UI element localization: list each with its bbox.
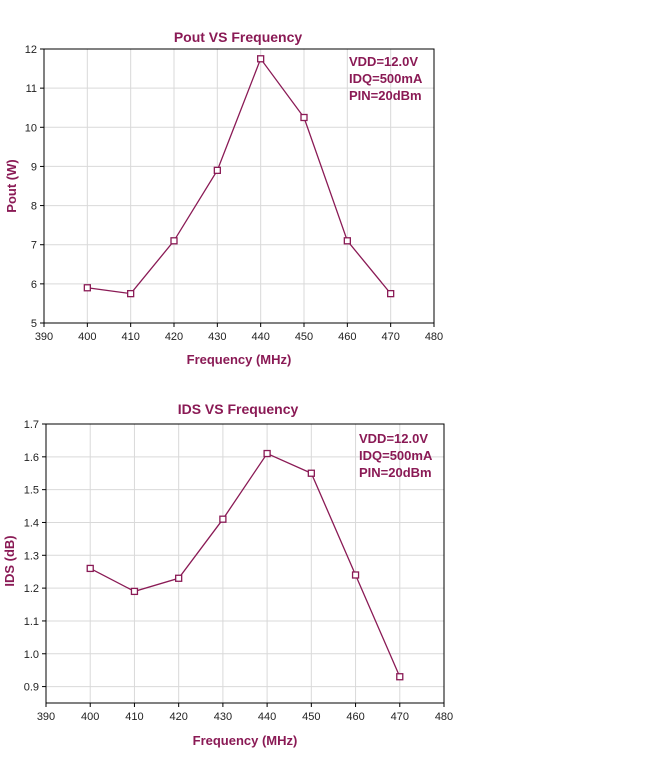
x-tick-label: 450 [295,331,313,343]
y-tick-label: 1.0 [24,649,39,661]
x-axis-label: Frequency (MHz) [187,352,292,367]
axis-ticks: 390 400 410 420 430 440 450 460 470 480 0.9 1.0 1.1 1… [24,419,453,723]
data-point [130,587,139,596]
x-axis-label: Frequency (MHz) [193,733,298,748]
annotation-vdd: VDD=12.0V [349,54,418,69]
x-tick-label: 400 [78,331,96,343]
series [83,55,395,298]
y-tick-label: 11 [26,83,37,95]
x-tick-label: 480 [435,711,453,723]
y-tick-label: 1.7 [24,419,39,431]
data-point [175,574,183,582]
x-tick-label: 480 [425,331,443,343]
annotation-idq: IDQ=500mA [359,448,433,463]
x-tick-label: 420 [165,331,183,343]
plot-area: 390 400 410 420 430 440 450 460 470 480 0.9 1.0 1.1 1… [24,419,453,723]
ids-chart-svg: 390 400 410 420 430 440 450 460 470 480 0.9 1.0 1.1 1… [2,401,453,748]
y-tick-label: 0.9 [24,682,39,694]
ids-vs-frequency-chart: 390 400 410 420 430 440 450 460 470 480 0.9 1.0 1.1 1… [0,390,661,767]
data-point [213,166,221,174]
x-tick-label: 390 [35,331,53,343]
x-tick-label: 410 [121,331,139,343]
data-point [127,289,135,298]
data-point [219,515,227,523]
y-tick-label: 1.4 [24,517,39,529]
plot-area: 390 400 410 420 430 440 450 460 470 480 5 6 7 8 9 10 11 1… [25,44,443,343]
series [86,449,404,681]
y-tick-label: 10 [25,122,37,134]
data-point [86,564,94,573]
data-point [343,237,351,245]
annotation-pin: PIN=20dBm [349,88,422,103]
y-axis-label: IDS (dB) [2,535,17,586]
y-axis-label: Pout (W) [4,159,19,212]
y-tick-label: 6 [31,279,37,291]
data-point [257,55,265,63]
x-tick-label: 420 [169,711,187,723]
annotation-vdd: VDD=12.0V [359,431,428,446]
y-tick-label: 1.5 [24,485,39,497]
series-line [89,452,401,678]
x-tick-label: 430 [214,711,232,723]
data-point [300,113,308,122]
data-point [307,469,315,477]
data-point [170,237,178,245]
x-tick-label: 410 [125,711,143,723]
y-tick-label: 8 [31,201,37,213]
x-tick-label: 440 [251,331,269,343]
x-tick-label: 430 [208,331,226,343]
y-tick-label: 12 [25,44,37,56]
x-tick-label: 390 [37,711,55,723]
x-tick-label: 440 [258,711,276,723]
data-point [396,673,404,681]
plot-frame [43,48,435,324]
x-tick-label: 470 [381,331,399,343]
y-tick-label: 1.2 [24,583,39,595]
plot-frame [45,423,445,704]
x-tick-label: 460 [338,331,356,343]
data-point [351,571,360,579]
chart-title: IDS VS Frequency [178,401,299,417]
y-tick-label: 1.3 [24,550,39,562]
y-tick-label: 1.6 [24,452,39,464]
x-tick-label: 470 [391,711,409,723]
y-tick-label: 9 [31,161,37,173]
pout-vs-frequency-chart: 390 400 410 420 430 440 450 460 470 480 5 6 7 8 9 10 11 1… [0,0,661,375]
data-point [83,284,91,292]
x-tick-label: 450 [302,711,320,723]
annotation-idq: IDQ=500mA [349,71,423,86]
chart-title: Pout VS Frequency [174,29,303,45]
data-point [387,289,395,298]
x-tick-label: 400 [81,711,99,723]
series-line [87,57,392,295]
data-point [263,449,271,458]
annotation-pin: PIN=20dBm [359,465,432,480]
y-tick-label: 5 [31,318,37,330]
axis-ticks: 390 400 410 420 430 440 450 460 470 480 5 6 7 8 9 10 11 1… [25,44,443,343]
y-tick-label: 1.1 [24,616,39,628]
x-tick-label: 460 [346,711,364,723]
y-tick-label: 7 [31,240,37,252]
pout-chart-svg: 390 400 410 420 430 440 450 460 470 480 5 6 7 8 9 10 11 1… [4,29,443,367]
